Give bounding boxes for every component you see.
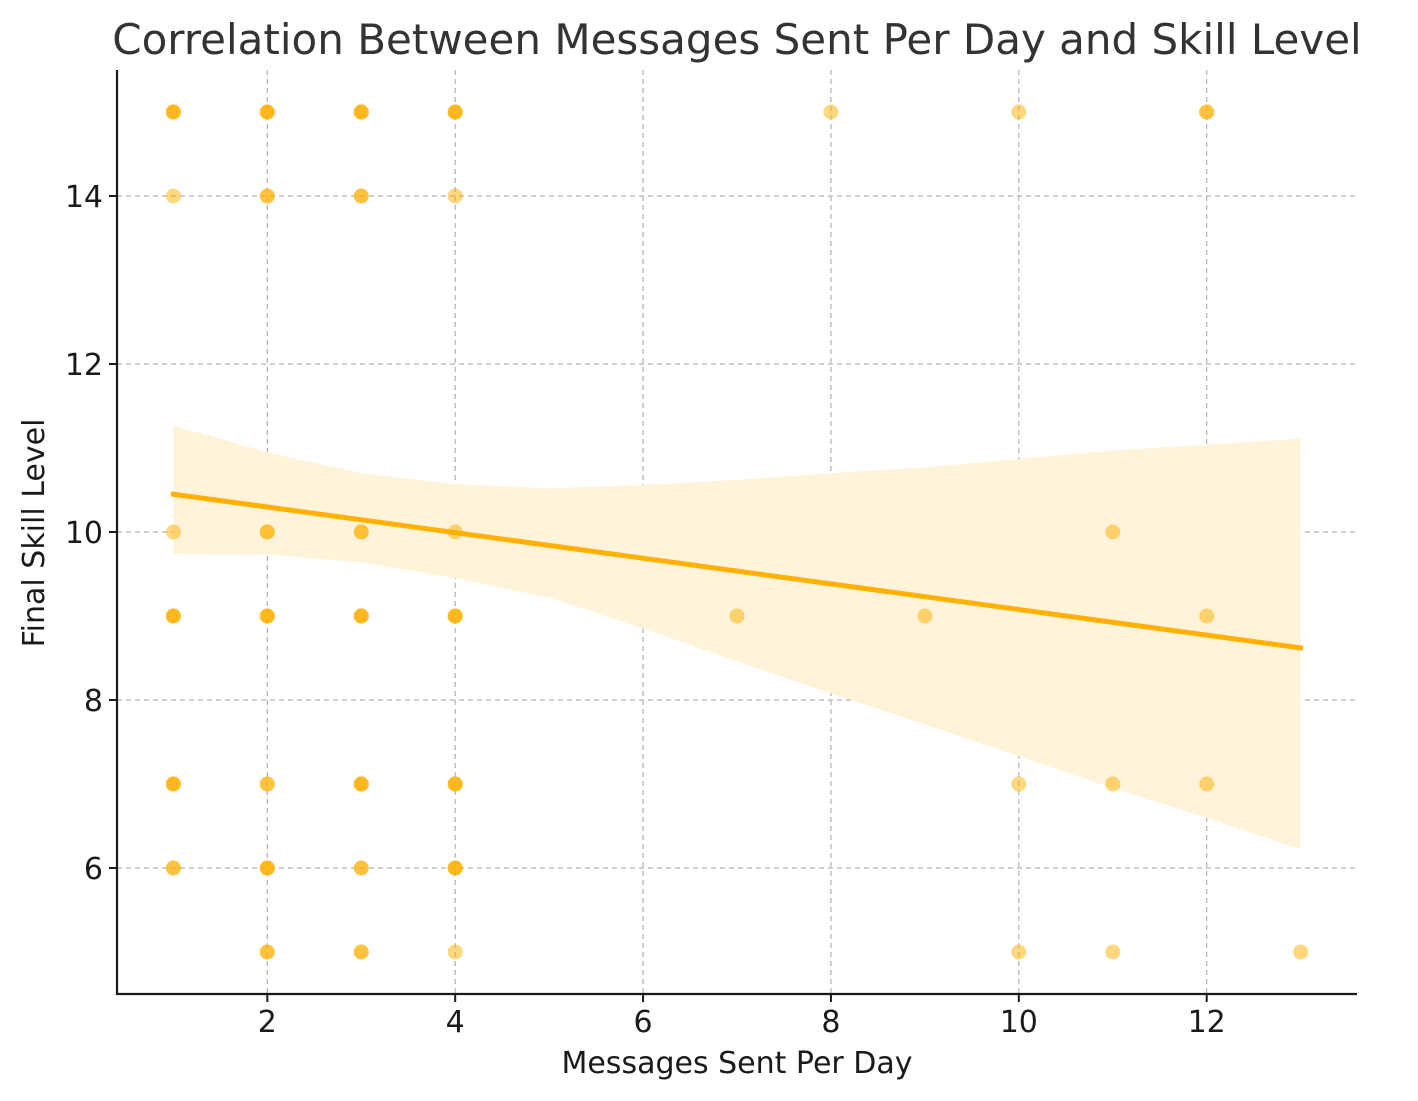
data-point bbox=[353, 104, 369, 120]
data-point bbox=[447, 944, 463, 960]
data-point bbox=[165, 104, 181, 120]
x-tick-label: 4 bbox=[446, 1005, 465, 1040]
data-point bbox=[259, 860, 275, 876]
data-point bbox=[1199, 104, 1215, 120]
data-point bbox=[823, 104, 839, 120]
data-point bbox=[1011, 944, 1027, 960]
data-point bbox=[353, 944, 369, 960]
x-tick-label: 8 bbox=[821, 1005, 840, 1040]
data-point bbox=[259, 776, 275, 792]
data-point bbox=[447, 188, 463, 204]
x-tick-label: 6 bbox=[634, 1005, 653, 1040]
data-point bbox=[353, 776, 369, 792]
data-point bbox=[729, 608, 745, 624]
data-point bbox=[353, 524, 369, 540]
data-point bbox=[259, 608, 275, 624]
data-point bbox=[1293, 944, 1309, 960]
data-point bbox=[1199, 776, 1215, 792]
data-point bbox=[259, 944, 275, 960]
data-point bbox=[165, 188, 181, 204]
y-tick-label: 6 bbox=[84, 852, 103, 887]
data-point bbox=[259, 104, 275, 120]
data-point bbox=[1011, 104, 1027, 120]
data-point bbox=[447, 776, 463, 792]
data-points bbox=[165, 104, 1309, 960]
confidence-band bbox=[173, 425, 1301, 850]
y-tick-label: 12 bbox=[65, 348, 103, 383]
data-point bbox=[1011, 776, 1027, 792]
y-tick-label: 14 bbox=[65, 180, 103, 215]
x-tick-label: 12 bbox=[1188, 1005, 1226, 1040]
x-tick-label: 2 bbox=[258, 1005, 277, 1040]
data-point bbox=[447, 608, 463, 624]
data-point bbox=[165, 608, 181, 624]
data-point bbox=[1199, 608, 1215, 624]
data-point bbox=[165, 524, 181, 540]
data-point bbox=[1105, 776, 1121, 792]
regression-line-group bbox=[170, 491, 1304, 651]
data-point bbox=[165, 860, 181, 876]
data-point bbox=[917, 608, 933, 624]
y-tick-label: 8 bbox=[84, 684, 103, 719]
regression-line bbox=[170, 491, 1304, 651]
y-axis-label: Final Skill Level bbox=[17, 419, 52, 648]
x-axis-label: Messages Sent Per Day bbox=[561, 1046, 912, 1081]
data-point bbox=[447, 860, 463, 876]
data-point bbox=[259, 188, 275, 204]
axes: 2 4 6 8 10 12 6 8 10 12 14 bbox=[65, 70, 1357, 1040]
y-tick-label: 10 bbox=[65, 516, 103, 551]
chart-title: Correlation Between Messages Sent Per Da… bbox=[112, 15, 1361, 64]
data-point bbox=[1105, 524, 1121, 540]
data-point bbox=[165, 776, 181, 792]
data-point bbox=[259, 524, 275, 540]
x-tick-label: 10 bbox=[1000, 1005, 1038, 1040]
data-point bbox=[353, 188, 369, 204]
data-point bbox=[353, 860, 369, 876]
data-point bbox=[447, 104, 463, 120]
confidence-band-area bbox=[173, 425, 1301, 850]
data-point bbox=[353, 608, 369, 624]
data-point bbox=[1105, 944, 1121, 960]
